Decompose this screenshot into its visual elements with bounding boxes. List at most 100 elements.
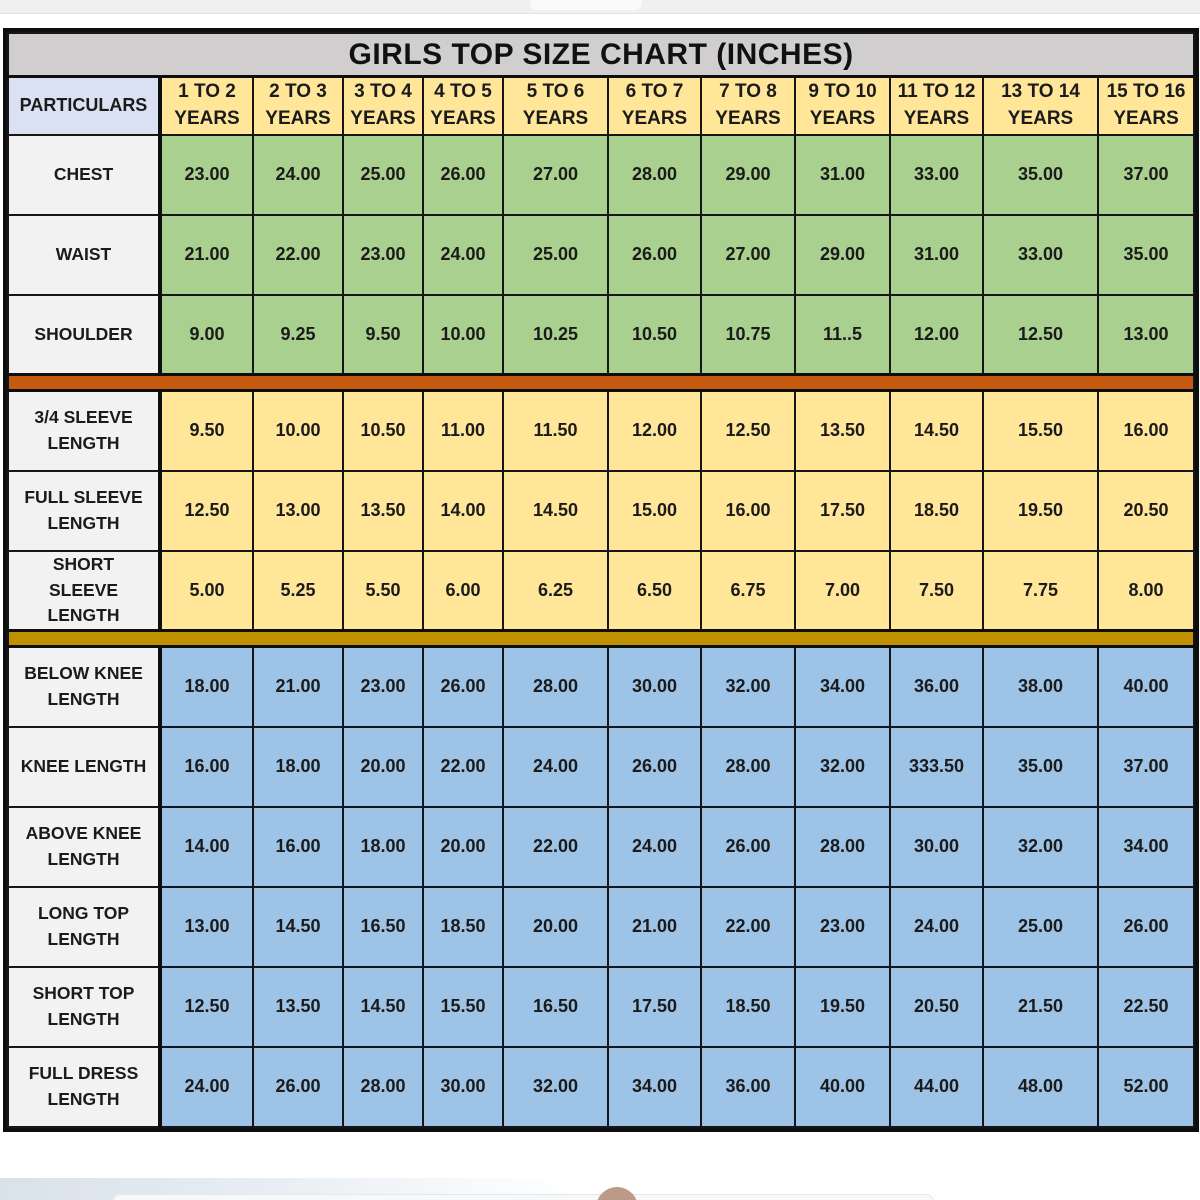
value-cell-below-knee-length-3: 26.00 — [422, 645, 504, 728]
value-cell-short-sleeve-length-5: 6.50 — [607, 549, 702, 632]
value-cell-chest-7: 31.00 — [794, 133, 891, 216]
value-cell-below-knee-length-2: 23.00 — [342, 645, 424, 728]
age-unit-label: YEARS — [174, 107, 240, 129]
value-cell-chest-0: 23.00 — [159, 133, 254, 216]
section-divider-2 — [6, 629, 1196, 648]
value-cell-short-top-length-5: 17.50 — [607, 965, 702, 1048]
value-cell-chest-1: 24.00 — [252, 133, 344, 216]
next-card-edge — [112, 1194, 934, 1200]
chart-title: GIRLS TOP SIZE CHART (INCHES) — [6, 32, 1196, 78]
value-cell-waist-5: 26.00 — [607, 213, 702, 296]
value-cell-waist-4: 25.00 — [502, 213, 609, 296]
value-cell-3-4-sleeve-length-10: 16.00 — [1096, 389, 1196, 472]
value-cell-waist-8: 31.00 — [889, 213, 984, 296]
table-row-3-4-sleeve-length: 3/4 SLEEVE LENGTH 9.50 10.00 10.50 11.00 11.5… — [7, 389, 1196, 472]
value-cell-shoulder-0: 9.00 — [159, 293, 254, 376]
value-cell-long-top-length-4: 20.00 — [502, 885, 609, 968]
value-cell-3-4-sleeve-length-7: 13.50 — [794, 389, 891, 472]
value-cell-full-sleeve-length-5: 15.00 — [607, 469, 702, 552]
partial-circle-graphic — [596, 1187, 638, 1200]
value-cell-below-knee-length-1: 21.00 — [252, 645, 344, 728]
value-cell-shoulder-10: 13.00 — [1096, 293, 1196, 376]
value-cell-short-top-length-1: 13.50 — [252, 965, 344, 1048]
row-label-3-4-sleeve-length: 3/4 SLEEVE LENGTH — [7, 389, 162, 472]
value-cell-shoulder-8: 12.00 — [889, 293, 984, 376]
value-cell-full-dress-length-8: 44.00 — [889, 1045, 984, 1128]
value-cell-above-knee-length-1: 16.00 — [252, 805, 344, 888]
table-row-knee-length: KNEE LENGTH 16.00 18.00 20.00 22.00 24.00 26.0… — [7, 725, 1196, 808]
value-cell-knee-length-6: 28.00 — [700, 725, 796, 808]
value-cell-3-4-sleeve-length-6: 12.50 — [700, 389, 796, 472]
value-cell-shoulder-7: 11..5 — [794, 293, 891, 376]
section-divider-1 — [6, 373, 1196, 392]
value-cell-short-sleeve-length-8: 7.50 — [889, 549, 984, 632]
value-cell-3-4-sleeve-length-5: 12.00 — [607, 389, 702, 472]
age-header-1-to-2: 1 TO 2 YEARS — [159, 75, 254, 136]
value-cell-above-knee-length-9: 32.00 — [982, 805, 1099, 888]
table-row-chest: CHEST 23.00 24.00 25.00 26.00 27.00 28.00 29.00… — [7, 133, 1196, 216]
value-cell-chest-8: 33.00 — [889, 133, 984, 216]
value-cell-knee-length-0: 16.00 — [159, 725, 254, 808]
value-cell-short-sleeve-length-7: 7.00 — [794, 549, 891, 632]
value-cell-knee-length-3: 22.00 — [422, 725, 504, 808]
value-cell-full-dress-length-3: 30.00 — [422, 1045, 504, 1128]
value-cell-full-sleeve-length-6: 16.00 — [700, 469, 796, 552]
value-cell-short-sleeve-length-2: 5.50 — [342, 549, 424, 632]
value-cell-below-knee-length-9: 38.00 — [982, 645, 1099, 728]
value-cell-waist-10: 35.00 — [1096, 213, 1196, 296]
value-cell-chest-5: 28.00 — [607, 133, 702, 216]
age-range-label: 13 TO 14 — [1001, 81, 1080, 103]
value-cell-knee-length-9: 35.00 — [982, 725, 1099, 808]
age-unit-label: YEARS — [809, 107, 876, 129]
age-unit-label: YEARS — [903, 107, 970, 129]
age-header-11-to-12: 11 TO 12 YEARS — [889, 75, 984, 136]
value-cell-full-dress-length-10: 52.00 — [1096, 1045, 1196, 1128]
value-cell-below-knee-length-8: 36.00 — [889, 645, 984, 728]
value-cell-waist-0: 21.00 — [159, 213, 254, 296]
value-cell-full-dress-length-4: 32.00 — [502, 1045, 609, 1128]
age-header-15-to-16: 15 TO 16 YEARS — [1096, 75, 1196, 136]
value-cell-waist-2: 23.00 — [342, 213, 424, 296]
value-cell-above-knee-length-8: 30.00 — [889, 805, 984, 888]
value-cell-long-top-length-3: 18.50 — [422, 885, 504, 968]
value-cell-full-sleeve-length-7: 17.50 — [794, 469, 891, 552]
age-header-4-to-5: 4 TO 5 YEARS — [422, 75, 504, 136]
age-range-label: 9 TO 10 — [808, 81, 877, 103]
value-cell-knee-length-1: 18.00 — [252, 725, 344, 808]
value-cell-shoulder-2: 9.50 — [342, 293, 424, 376]
value-cell-long-top-length-10: 26.00 — [1096, 885, 1196, 968]
table-row-long-top-length: LONG TOP LENGTH 13.00 14.50 16.50 18.50 20.00… — [7, 885, 1196, 968]
value-cell-full-dress-length-5: 34.00 — [607, 1045, 702, 1128]
value-cell-chest-9: 35.00 — [982, 133, 1099, 216]
value-cell-3-4-sleeve-length-8: 14.50 — [889, 389, 984, 472]
value-cell-waist-7: 29.00 — [794, 213, 891, 296]
value-cell-below-knee-length-6: 32.00 — [700, 645, 796, 728]
value-cell-full-dress-length-1: 26.00 — [252, 1045, 344, 1128]
value-cell-below-knee-length-10: 40.00 — [1096, 645, 1196, 728]
row-label-shoulder: SHOULDER — [7, 293, 162, 376]
value-cell-shoulder-4: 10.25 — [502, 293, 609, 376]
value-cell-above-knee-length-3: 20.00 — [422, 805, 504, 888]
value-cell-full-sleeve-length-10: 20.50 — [1096, 469, 1196, 552]
value-cell-long-top-length-9: 25.00 — [982, 885, 1099, 968]
age-header-9-to-10: 9 TO 10 YEARS — [794, 75, 891, 136]
row-label-knee-length: KNEE LENGTH — [7, 725, 162, 808]
value-cell-chest-4: 27.00 — [502, 133, 609, 216]
age-range-label: 15 TO 16 — [1106, 81, 1186, 103]
value-cell-shoulder-6: 10.75 — [700, 293, 796, 376]
value-cell-short-top-length-3: 15.50 — [422, 965, 504, 1048]
row-label-full-dress-length: FULL DRESS LENGTH — [7, 1045, 162, 1128]
girls-top-size-chart: GIRLS TOP SIZE CHART (INCHES) PARTICULAR… — [3, 28, 1200, 1132]
value-cell-above-knee-length-10: 34.00 — [1096, 805, 1196, 888]
value-cell-short-sleeve-length-3: 6.00 — [422, 549, 504, 632]
value-cell-above-knee-length-5: 24.00 — [607, 805, 702, 888]
value-cell-knee-length-2: 20.00 — [342, 725, 424, 808]
age-range-label: 2 TO 3 — [269, 81, 327, 103]
value-cell-short-top-length-0: 12.50 — [159, 965, 254, 1048]
value-cell-short-top-length-9: 21.50 — [982, 965, 1099, 1048]
table-row-below-knee-length: BELOW KNEE LENGTH 18.00 21.00 23.00 26.00 28.… — [7, 645, 1196, 728]
value-cell-short-top-length-8: 20.50 — [889, 965, 984, 1048]
value-cell-short-sleeve-length-6: 6.75 — [700, 549, 796, 632]
row-label-below-knee-length: BELOW KNEE LENGTH — [7, 645, 162, 728]
value-cell-3-4-sleeve-length-4: 11.50 — [502, 389, 609, 472]
